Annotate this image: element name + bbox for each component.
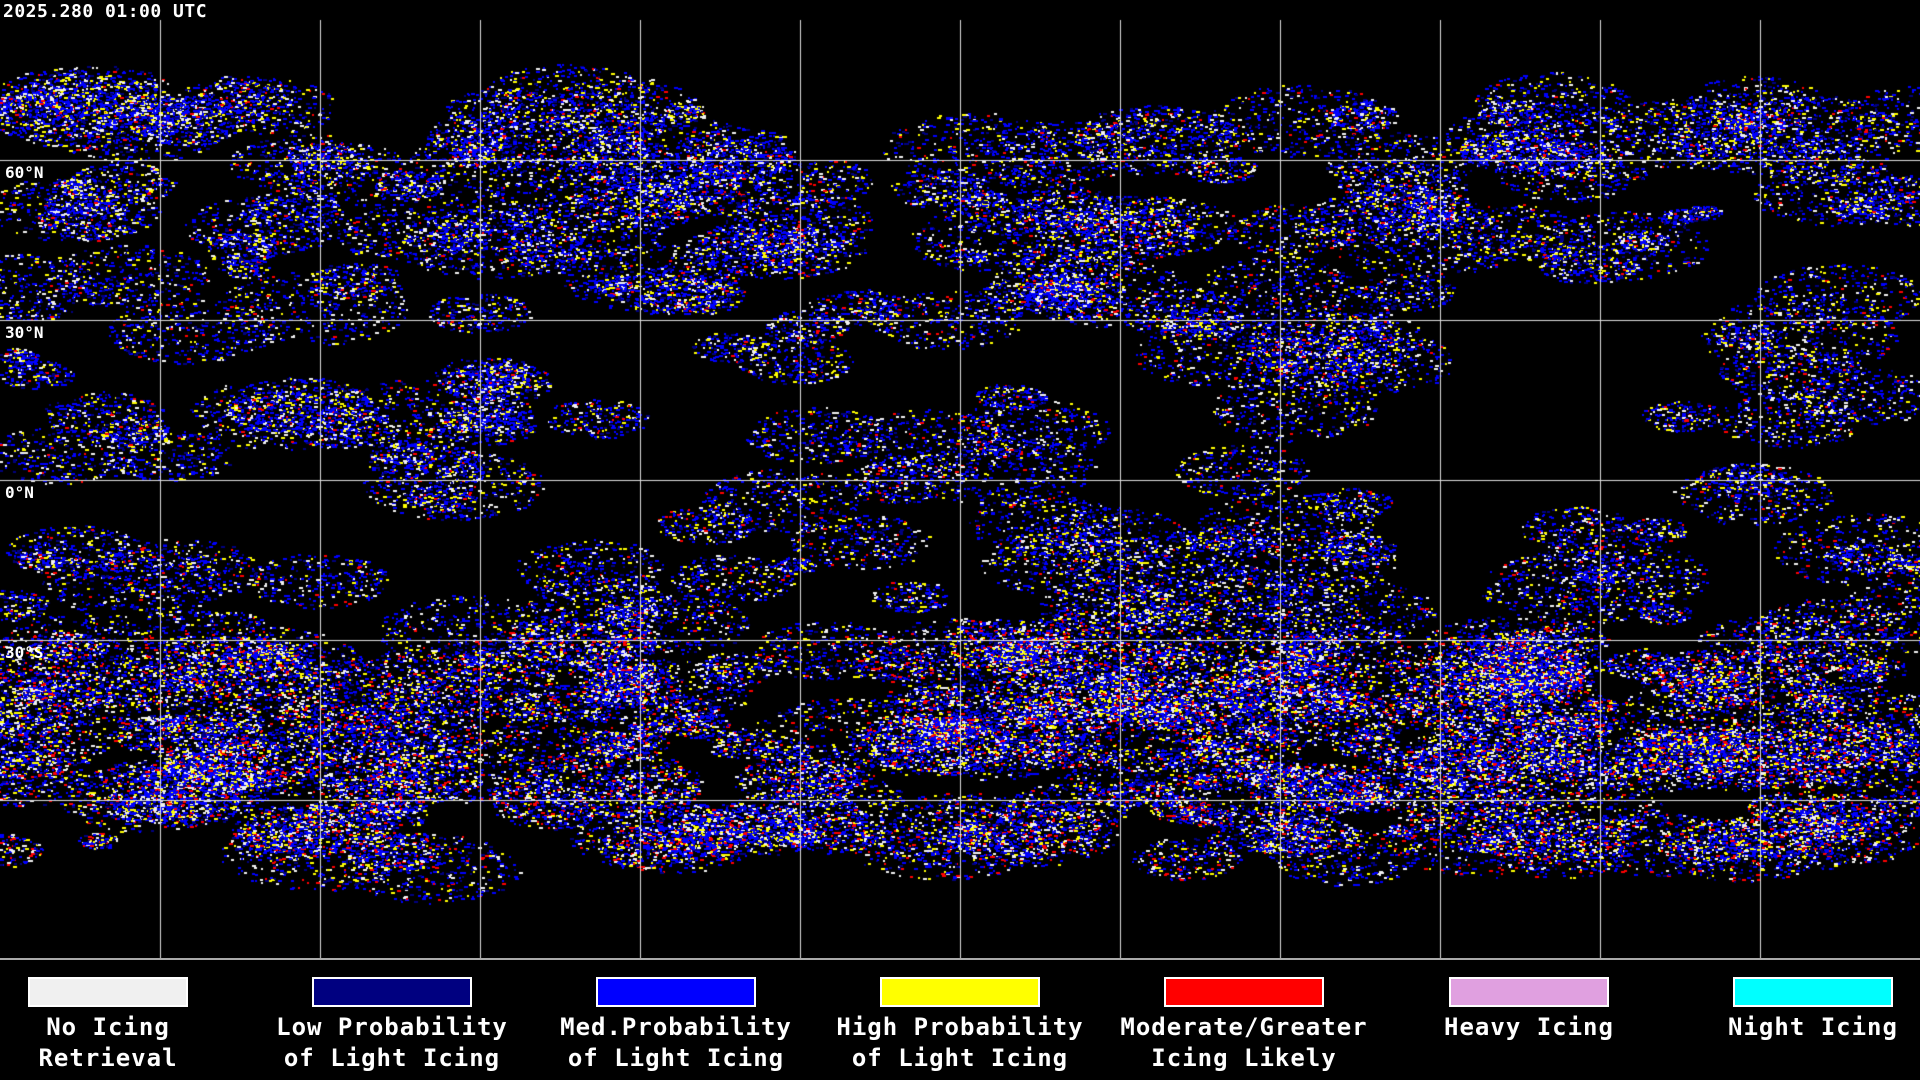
lat-label-30s: 30°S bbox=[5, 643, 44, 662]
legend: No Icing Retrieval Low Probability of Li… bbox=[0, 960, 1920, 1080]
lat-label-60n: 60°N bbox=[5, 163, 44, 182]
legend-swatch bbox=[312, 977, 472, 1007]
legend-label: No Icing Retrieval bbox=[38, 1013, 178, 1072]
legend-label: Med.Probability of Light Icing bbox=[560, 1013, 792, 1072]
timestamp: 2025.280 01:00 UTC bbox=[3, 1, 208, 22]
legend-label: Heavy Icing bbox=[1444, 1013, 1614, 1041]
legend-swatch bbox=[596, 977, 756, 1007]
lat-label-30n: 30°N bbox=[5, 323, 44, 342]
legend-swatch bbox=[1449, 977, 1609, 1007]
legend-swatch bbox=[28, 977, 188, 1007]
icing-map: 2025.280 01:00 UTC 60°N 30°N 0°N 30°S bbox=[0, 0, 1920, 960]
icing-data-layer bbox=[0, 0, 1920, 958]
legend-label: High Probability of Light Icing bbox=[836, 1013, 1084, 1072]
legend-label: Night Icing bbox=[1728, 1013, 1898, 1041]
legend-swatch bbox=[1164, 977, 1324, 1007]
legend-label: Moderate/Greater Icing Likely bbox=[1120, 1013, 1368, 1072]
lat-label-0n: 0°N bbox=[5, 483, 34, 502]
legend-label: Low Probability of Light Icing bbox=[276, 1013, 508, 1072]
legend-swatch bbox=[1733, 977, 1893, 1007]
legend-swatch bbox=[880, 977, 1040, 1007]
